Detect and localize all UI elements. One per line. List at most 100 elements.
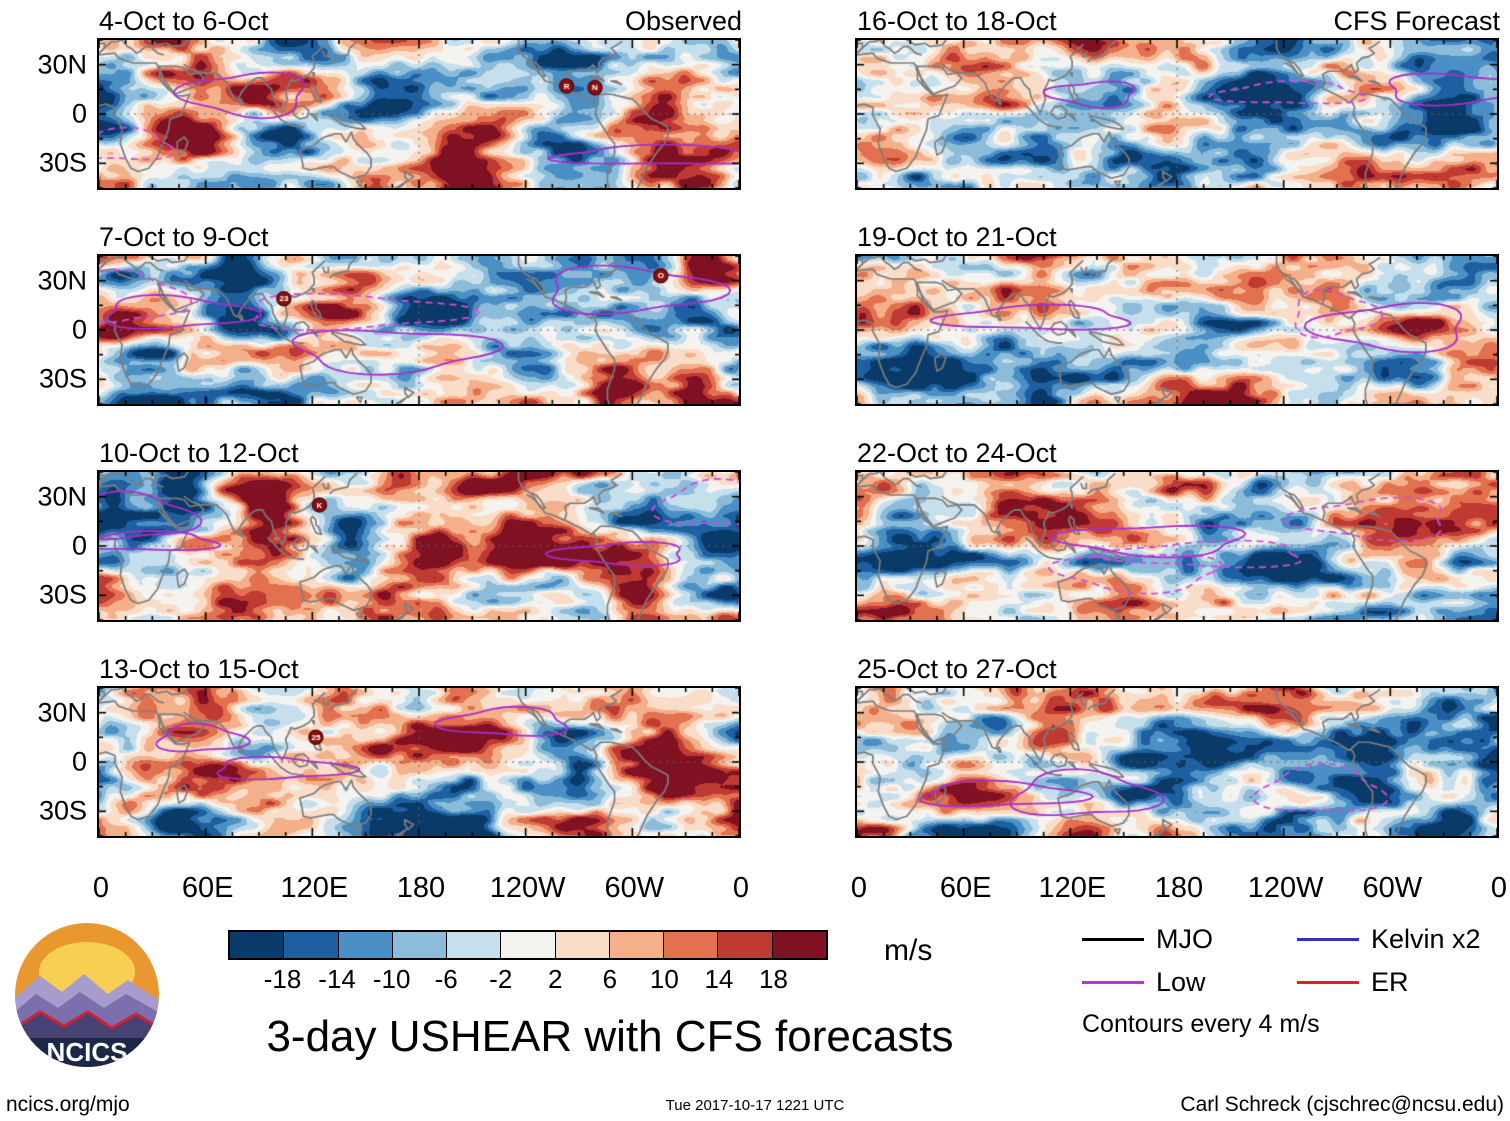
legend-item-low: Low — [1082, 969, 1297, 996]
y-tick-label: 30N — [37, 265, 87, 296]
panel-title: 7-Oct to 9-Oct — [99, 222, 269, 252]
ncics-logo: NCICS — [15, 923, 159, 1067]
footer-block: NCICS -18 -14 -10 -6 -2 2 6 10 14 18 m/s 3-day US… — [0, 914, 1510, 1119]
colorbar-tick-label: -2 — [489, 964, 513, 994]
legend-item-mjo: MJO — [1082, 926, 1297, 953]
y-tick-label: 30S — [38, 795, 87, 826]
panel-10oct-12oct: 10-Oct to 12-Oct 30N 0 30S — [2, 436, 742, 622]
panel-4oct-6oct: 4-Oct to 6-Oct Observed 30N 0 30S — [2, 4, 742, 190]
y-tick-label: 0 — [71, 314, 87, 345]
colorbar-segment — [554, 932, 609, 958]
colorbar-segment — [391, 932, 447, 958]
colorbar-tick-label: -14 — [318, 964, 356, 994]
map-canvas-forecast-1 — [855, 38, 1499, 190]
y-tick-label: 0 — [71, 530, 87, 561]
logo-red-ridge — [15, 1010, 159, 1032]
map-canvas-observed-3 — [97, 470, 741, 622]
x-tick-label: 60E — [939, 872, 992, 904]
colorbar — [228, 930, 828, 960]
colorbar-segment — [717, 932, 772, 958]
x-tick-label: 180 — [396, 872, 446, 904]
map-canvas-observed-1 — [97, 38, 741, 190]
colorbar-wrap: -18 -14 -10 -6 -2 2 6 10 14 18 — [228, 930, 828, 994]
legend-label: Low — [1156, 967, 1206, 997]
legend-item-kelvin: Kelvin x2 — [1297, 926, 1510, 953]
y-axis-labels: 30N 0 30S — [2, 38, 97, 190]
colorbar-tick-label: 18 — [758, 964, 788, 994]
map-canvas-observed-2 — [97, 254, 741, 406]
author-credit: Carl Schreck (cjschrec@ncsu.edu) — [1180, 1093, 1504, 1116]
legend-label: Kelvin x2 — [1371, 924, 1481, 954]
contour-legend: MJO Kelvin x2 Low ER Contours every 4 m/… — [1082, 926, 1510, 1039]
y-axis-gutter — [760, 470, 855, 622]
y-axis-gutter — [760, 38, 855, 190]
colorbar-units: m/s — [884, 934, 933, 967]
x-tick-label: 120E — [1038, 872, 1107, 904]
y-tick-label: 30N — [37, 481, 87, 512]
y-tick-label: 0 — [71, 746, 87, 777]
panel-title: 25-Oct to 27-Oct — [857, 654, 1057, 684]
logo-sun-glow — [39, 942, 135, 1002]
x-axis-labels-right: 0 60E 120E 180 120W 60W 0 — [851, 868, 1507, 914]
x-tick-label: 0 — [850, 872, 868, 904]
colorbar-segment — [446, 932, 501, 958]
contour-interval-note: Contours every 4 m/s — [1082, 1010, 1320, 1038]
colorbar-segment — [500, 932, 555, 958]
colorbar-tick-label: -18 — [263, 964, 302, 994]
logo-text: NCICS — [47, 1037, 128, 1067]
x-tick-label: 60W — [604, 872, 665, 904]
er-line-swatch — [1297, 981, 1359, 984]
panel-13oct-15oct: 13-Oct to 15-Oct 30N 0 30S — [2, 652, 742, 838]
panel-title: 22-Oct to 24-Oct — [857, 438, 1057, 468]
y-axis-labels: 30N 0 30S — [2, 470, 97, 622]
x-axis-labels-left: 0 60E 120E 180 120W 60W 0 — [93, 868, 749, 914]
map-grid: 4-Oct to 6-Oct Observed 30N 0 30S 7-Oct to… — [2, 4, 1507, 914]
colorbar-tick-label: 6 — [602, 964, 618, 994]
colorbar-tick-label: -6 — [434, 964, 458, 994]
forecast-column: 16-Oct to 18-Oct CFS Forecast 19-Oct to … — [760, 4, 1507, 914]
panel-19oct-21oct: 19-Oct to 21-Oct — [760, 220, 1500, 406]
figure-title: 3-day USHEAR with CFS forecasts — [266, 1012, 954, 1061]
x-tick-label: 0 — [1490, 872, 1508, 904]
colorbar-tick-label: 10 — [649, 964, 679, 994]
map-canvas-forecast-3 — [855, 470, 1499, 622]
x-tick-label: 120E — [280, 872, 349, 904]
legend-label: ER — [1371, 967, 1409, 997]
kelvin-line-swatch — [1297, 938, 1359, 941]
y-tick-label: 0 — [71, 98, 87, 129]
x-tick-label: 0 — [732, 872, 750, 904]
y-tick-label: 30S — [38, 579, 87, 610]
x-tick-label: 60W — [1362, 872, 1423, 904]
colorbar-segment — [230, 932, 284, 958]
map-canvas-forecast-4 — [855, 686, 1499, 838]
colorbar-tick-label: 2 — [548, 964, 563, 994]
panel-corner-label: CFS Forecast — [1333, 6, 1500, 36]
legend-label: MJO — [1156, 924, 1213, 954]
panel-title: 4-Oct to 6-Oct — [99, 6, 269, 36]
y-tick-label: 30S — [38, 147, 87, 178]
panel-title: 19-Oct to 21-Oct — [857, 222, 1057, 252]
x-tick-label: 120W — [489, 872, 566, 904]
colorbar-tick-label: -10 — [372, 964, 411, 994]
y-tick-label: 30N — [37, 49, 87, 80]
colorbar-segment — [337, 932, 392, 958]
low-line-swatch — [1082, 981, 1144, 984]
x-tick-label: 180 — [1154, 872, 1204, 904]
y-axis-labels: 30N 0 30S — [2, 254, 97, 406]
site-link[interactable]: ncics.org/mjo — [6, 1093, 130, 1116]
panel-title: 13-Oct to 15-Oct — [99, 654, 299, 684]
observed-column: 4-Oct to 6-Oct Observed 30N 0 30S 7-Oct to… — [2, 4, 749, 914]
x-tick-label: 0 — [92, 872, 110, 904]
timestamp: Tue 2017-10-17 1221 UTC — [665, 1097, 845, 1114]
panel-title: 10-Oct to 12-Oct — [99, 438, 299, 468]
y-tick-label: 30N — [37, 697, 87, 728]
colorbar-ticks: -18 -14 -10 -6 -2 2 6 10 14 18 — [228, 960, 828, 994]
colorbar-segment — [663, 932, 718, 958]
panel-16oct-18oct: 16-Oct to 18-Oct CFS Forecast — [760, 4, 1500, 190]
x-tick-label: 120W — [1247, 872, 1324, 904]
panel-corner-label: Observed — [624, 6, 742, 36]
panel-25oct-27oct: 25-Oct to 27-Oct — [760, 652, 1500, 838]
legend-item-er: ER — [1297, 969, 1510, 996]
map-canvas-observed-4 — [97, 686, 741, 838]
map-canvas-forecast-2 — [855, 254, 1499, 406]
